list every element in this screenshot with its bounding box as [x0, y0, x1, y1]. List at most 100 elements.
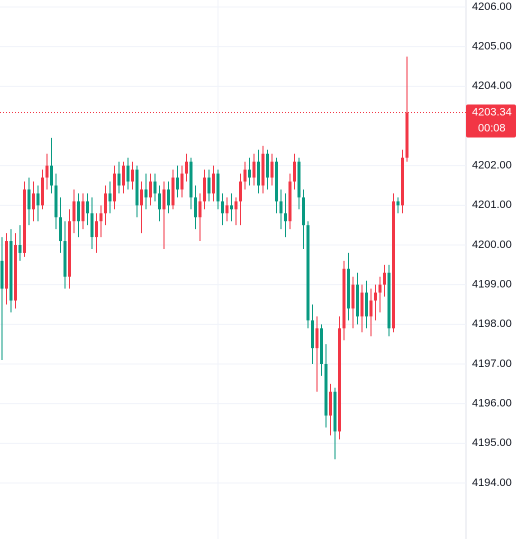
- y-tick-label: 4200.00: [472, 239, 512, 251]
- last-price-box: [466, 104, 516, 138]
- candle-body: [207, 177, 211, 194]
- candle-body: [306, 225, 310, 321]
- candle-body: [297, 161, 301, 198]
- candle-body: [189, 161, 193, 198]
- candle-body: [81, 201, 85, 222]
- candle-body: [63, 241, 67, 277]
- candle-body: [5, 241, 8, 289]
- y-tick-label: 4194.00: [472, 477, 512, 489]
- y-tick-label: 4205.00: [472, 41, 512, 53]
- candle-body: [324, 364, 328, 416]
- candle-body: [378, 284, 382, 293]
- last-price-label: 4203.34: [472, 106, 512, 118]
- candle-body: [288, 181, 292, 222]
- candle-body: [239, 181, 242, 202]
- candle-body: [99, 213, 103, 222]
- candle-body: [333, 391, 337, 432]
- candle-body: [203, 177, 206, 202]
- candle-body: [261, 153, 265, 186]
- candle-body: [396, 201, 400, 206]
- candle-body: [234, 201, 238, 210]
- candle-body: [347, 268, 350, 309]
- candle-body: [293, 161, 296, 182]
- candle-body: [9, 241, 13, 301]
- y-tick-label: 4195.00: [472, 437, 512, 449]
- candle-body: [153, 181, 157, 194]
- candle-body: [257, 161, 260, 186]
- candle-body: [405, 112, 409, 158]
- candle-body: [59, 217, 62, 242]
- candle-body: [167, 189, 170, 206]
- candle-body: [230, 205, 233, 210]
- candle-body: [104, 193, 107, 214]
- candle-body: [14, 245, 17, 301]
- candle-body: [27, 189, 31, 210]
- candle-body: [135, 169, 139, 206]
- y-tick-label: 4197.00: [472, 358, 512, 370]
- candle-body: [77, 201, 80, 222]
- candle-body: [270, 161, 274, 178]
- candle-body: [311, 320, 314, 349]
- candle-body: [36, 193, 40, 206]
- candle-body: [383, 272, 386, 285]
- candle-body: [225, 205, 229, 214]
- candle-body: [180, 173, 184, 190]
- y-tick-label: 4204.00: [472, 80, 512, 92]
- y-tick-label: 4199.00: [472, 279, 512, 291]
- candle-body: [315, 328, 319, 349]
- candle-body: [86, 201, 89, 214]
- candle-body: [356, 284, 359, 317]
- candle-body: [221, 201, 224, 214]
- candle-body: [216, 173, 220, 202]
- candle-body: [275, 161, 278, 202]
- candle-body: [266, 153, 269, 178]
- candle-body: [185, 161, 188, 174]
- candle-body: [90, 213, 94, 238]
- candle-body: [198, 201, 202, 218]
- y-tick-label: 4198.00: [472, 318, 512, 330]
- candle-body: [252, 161, 256, 178]
- candle-body: [351, 284, 355, 309]
- candle-body: [131, 169, 134, 182]
- candle-body: [72, 201, 76, 222]
- candle-body: [243, 169, 247, 182]
- candle-body: [162, 189, 166, 210]
- candle-body: [117, 173, 121, 186]
- y-tick-label: 4196.00: [472, 398, 512, 410]
- y-tick-label: 4202.00: [472, 160, 512, 172]
- countdown-label: 00:08: [478, 122, 506, 134]
- candle-body: [113, 173, 116, 202]
- price-axis: 4194.00 4195.00 4196.00 4197.00 4198.00 4199.…: [0, 1, 516, 489]
- candle-body: [108, 193, 112, 202]
- candle-body: [369, 300, 373, 317]
- candle-body: [45, 165, 49, 178]
- candle-body: [248, 169, 251, 178]
- candle-body: [212, 173, 215, 194]
- candle-body: [140, 189, 143, 206]
- candle-body: [365, 292, 368, 317]
- candle-body: [95, 221, 98, 238]
- candle-body: [392, 201, 395, 329]
- candle-body: [158, 193, 161, 210]
- candle-body: [401, 157, 404, 206]
- candle-body: [342, 268, 346, 329]
- candle-body: [149, 181, 152, 198]
- candle-body: [374, 292, 377, 301]
- candle-body: [329, 391, 332, 416]
- candle-body: [122, 165, 125, 186]
- y-tick-label: 4201.00: [472, 199, 512, 211]
- candle-body: [320, 328, 323, 364]
- candle-body: [171, 177, 175, 206]
- candle-body: [0, 260, 4, 289]
- candle-body: [279, 201, 283, 214]
- candle-body: [176, 177, 179, 190]
- candle-body: [54, 185, 58, 218]
- candle-body: [41, 177, 44, 206]
- candle-body: [194, 197, 197, 218]
- candles: [0, 56, 409, 460]
- candle-body: [387, 272, 391, 329]
- candle-body: [23, 189, 26, 253]
- candle-body: [284, 213, 287, 222]
